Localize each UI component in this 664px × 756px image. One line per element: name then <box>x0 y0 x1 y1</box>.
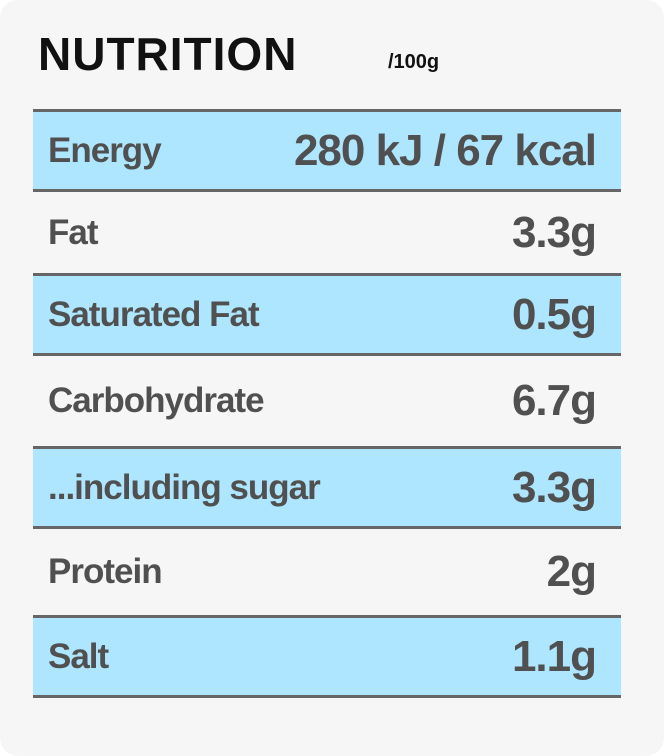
table-row: ...including sugar 3.3g <box>33 446 621 526</box>
nutrient-label: Salt <box>48 636 109 676</box>
table-row: Carbohydrate 6.7g <box>33 353 621 446</box>
nutrient-label: Protein <box>48 552 163 591</box>
nutrient-value: 0.5g <box>511 289 597 339</box>
table-row: Saturated Fat 0.5g <box>33 273 621 353</box>
table-row: Fat 3.3g <box>33 189 621 273</box>
nutrient-value: 3.3g <box>511 207 597 257</box>
nutrient-value: 1.1g <box>511 631 597 681</box>
nutrient-value: 3.3g <box>511 462 597 512</box>
nutrient-value: 2g <box>546 547 597 596</box>
unit: /100g <box>388 51 440 73</box>
table-row: Salt 1.1g <box>33 615 621 698</box>
nutrient-label: Energy <box>48 130 162 170</box>
nutrient-label: Saturated Fat <box>48 294 260 334</box>
table-row: Energy 280 kJ / 67 kcal <box>33 109 621 189</box>
nutrient-label: Fat <box>48 212 98 252</box>
table-row: Protein 2g <box>33 526 621 615</box>
nutrient-value: 6.7g <box>511 376 597 425</box>
nutrient-value: 280 kJ / 67 kcal <box>293 125 597 175</box>
nutrient-label: Carbohydrate <box>48 381 265 420</box>
nutrient-label: ...including sugar <box>48 467 321 507</box>
title: NUTRITION <box>38 28 298 80</box>
